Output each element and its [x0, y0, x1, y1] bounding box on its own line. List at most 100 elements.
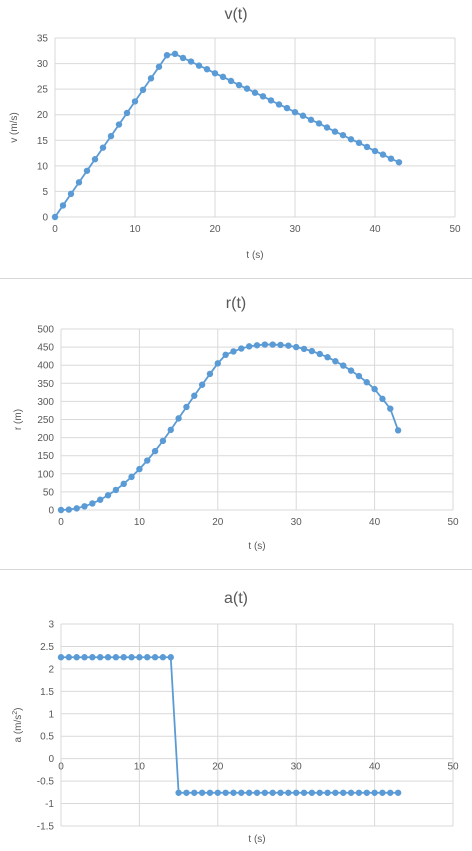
data-point: [203, 65, 211, 73]
data-point: [355, 372, 363, 380]
data-point: [371, 385, 378, 393]
y-axis-title-text: v (m/s): [9, 112, 20, 143]
data-point: [291, 108, 299, 116]
y-tick-label: 2.5: [40, 642, 54, 653]
y-tick-label: 15: [37, 136, 49, 147]
series-line: [61, 656, 399, 794]
data-point: [214, 789, 221, 796]
data-point: [300, 345, 308, 353]
data-point: [219, 73, 227, 81]
y-tick-label: 150: [37, 451, 54, 462]
data-point: [379, 151, 387, 158]
divider: [0, 569, 472, 570]
x-axis-title: t (s): [246, 250, 263, 261]
x-tick-label: 40: [369, 762, 381, 773]
data-point: [308, 347, 316, 355]
data-point: [283, 104, 291, 112]
data-point: [222, 351, 229, 359]
data-point: [379, 395, 386, 403]
y-tick-label: 250: [37, 415, 54, 426]
data-point: [222, 789, 229, 796]
y-tick-label: 10: [37, 161, 49, 172]
data-point: [308, 789, 316, 796]
data-point: [159, 654, 167, 661]
data-point: [89, 500, 96, 507]
data-point: [175, 415, 182, 422]
data-point: [316, 789, 323, 796]
data-point: [261, 341, 269, 348]
data-point: [175, 789, 182, 796]
data-point: [316, 350, 323, 358]
series-points: [51, 50, 403, 221]
x-tick-label: 10: [134, 517, 146, 528]
data-point: [151, 447, 159, 455]
data-point: [285, 342, 292, 349]
x-tick-label: 10: [129, 224, 141, 235]
data-point: [163, 51, 171, 59]
gridlines: [60, 328, 454, 511]
data-point: [293, 343, 300, 351]
data-point: [167, 654, 174, 661]
data-point: [269, 789, 276, 796]
data-point: [104, 654, 112, 661]
chart-title: a(t): [224, 590, 248, 607]
series-points: [57, 341, 402, 514]
data-point: [59, 202, 67, 209]
acceleration-chart-panel: a(t) -1.5 -1 -0.5 0 0.5 1 1.5 2 2.5 3 0 10 20 30 40 50 t …: [0, 572, 472, 851]
data-point: [97, 496, 104, 503]
data-point: [67, 190, 75, 198]
data-point: [115, 121, 123, 128]
data-point: [347, 367, 355, 374]
y-tick-label: 100: [37, 469, 54, 480]
y-tick-label: 35: [37, 34, 49, 45]
x-tick-label: 50: [449, 224, 461, 235]
y-tick-label: 25: [37, 85, 49, 96]
data-point: [73, 654, 80, 661]
data-point: [387, 405, 394, 412]
data-point: [293, 789, 300, 796]
data-point: [57, 654, 65, 661]
data-point: [243, 85, 251, 92]
data-point: [253, 342, 261, 349]
gridlines: [54, 37, 456, 218]
data-point: [75, 179, 83, 186]
data-point: [332, 789, 339, 796]
data-point: [379, 789, 386, 796]
data-point: [394, 789, 402, 796]
data-point: [139, 86, 147, 94]
data-point: [324, 354, 331, 361]
x-tick-label: 40: [369, 517, 381, 528]
data-point: [136, 654, 143, 661]
y-tick-label: 0.5: [40, 732, 54, 743]
data-point: [269, 341, 276, 348]
data-point: [307, 116, 315, 124]
data-point: [183, 403, 190, 411]
y-axis-title-text: a (m/s: [13, 715, 24, 743]
velocity-chart-panel: v(t) 0 5 10 15 20 25 30 35 0 10 20 30 40 50 t (s) v (m/s…: [0, 0, 472, 276]
series-line: [54, 52, 400, 218]
data-point: [144, 654, 151, 661]
data-point: [183, 789, 190, 796]
data-point: [198, 381, 206, 388]
data-point: [167, 426, 174, 434]
data-point: [107, 132, 115, 140]
data-point: [191, 789, 198, 796]
y-axis-title: r (m): [13, 409, 24, 430]
data-point: [83, 167, 91, 174]
x-axis-title: t (s): [248, 541, 265, 552]
y-tick-label: -0.5: [37, 777, 55, 788]
data-point: [179, 54, 187, 62]
data-point: [81, 503, 88, 510]
data-point: [65, 654, 73, 661]
data-point: [227, 77, 235, 85]
data-point: [238, 789, 245, 796]
data-point: [371, 147, 379, 155]
data-point: [285, 789, 292, 796]
data-point: [81, 654, 88, 661]
data-point: [340, 789, 347, 796]
data-point: [363, 789, 370, 796]
data-point: [123, 109, 131, 117]
data-point: [99, 144, 107, 151]
y-axis-title-text: r (m): [13, 409, 24, 430]
y-tick-label: 5: [42, 187, 48, 198]
